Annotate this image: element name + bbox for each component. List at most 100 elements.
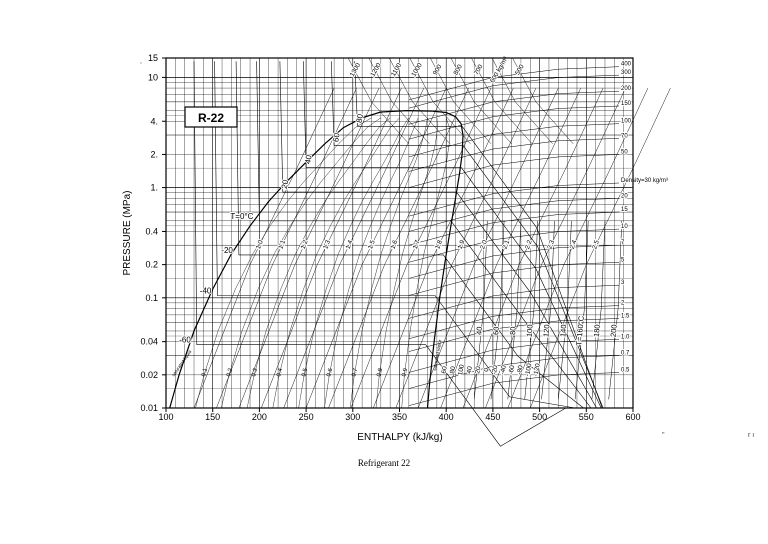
vapor-isotherm-line: [524, 220, 538, 400]
x-tick-label: 400: [439, 412, 454, 422]
density-label: 1.0: [621, 334, 630, 340]
liquid-density-line: [430, 57, 492, 144]
isotherm-line: [214, 61, 576, 409]
saturated-liquid-line: [169, 111, 381, 409]
vapor-isotherm-label: 120: [541, 324, 551, 337]
vapor-isotherm-label: 200: [609, 324, 619, 337]
critical-point-cap: [380, 109, 433, 113]
x-tick-label: 350: [392, 412, 407, 422]
density-label: 300: [621, 70, 632, 76]
density-line: [408, 372, 620, 406]
quality-line: [350, 117, 428, 409]
y-tick-label: 4.: [150, 116, 158, 126]
x-tick-label: 250: [299, 412, 314, 422]
entropy-label: 1.6: [390, 239, 400, 250]
saturated-liquid-label: saturated liquid: [171, 349, 193, 377]
isotherm-label: -60: [179, 336, 191, 345]
liquid-density-line: [347, 57, 409, 144]
y-axis-label: PRESSURE (MPa): [122, 190, 133, 275]
x-axis-label: ENTHALPY (kJ/kg): [357, 432, 442, 443]
density-label: 100: [621, 119, 632, 125]
density-label: 20: [621, 193, 628, 199]
density-label: 1.5: [621, 313, 630, 319]
quality-line: [221, 117, 381, 409]
density-label: 200: [621, 86, 632, 92]
x-tick-label: 450: [485, 412, 500, 422]
superheat-label: -60: [508, 364, 517, 375]
superheat-label: -40: [499, 364, 508, 375]
density-line: [408, 355, 620, 389]
density-line: [408, 339, 620, 373]
density-label: 50: [621, 149, 628, 155]
entropy-label: 2.2: [524, 239, 534, 250]
entropy-line: [350, 88, 492, 409]
y-tick-label: 0.02: [140, 370, 158, 380]
x-tick-label: 100: [158, 412, 173, 422]
liquid-density-label: 1000: [410, 62, 423, 78]
density-line: [408, 138, 620, 172]
superheat-label: -120: [533, 363, 542, 377]
density-label: Density=30 kg/m³: [621, 178, 668, 184]
entropy-label: 2.5: [591, 239, 601, 250]
liquid-density-line: [409, 57, 471, 144]
quality-line: [401, 117, 450, 409]
vapor-isotherm-line: [507, 220, 522, 400]
superheat-label: 20: [474, 365, 482, 374]
isotherm-label: -20: [221, 246, 233, 255]
density-label: 5: [621, 257, 625, 263]
density-label: 2: [621, 301, 625, 307]
vapor-isotherm-line: [608, 220, 623, 400]
density-line: [408, 211, 620, 246]
saturated-vapor-label: saturated vapor: [432, 339, 442, 371]
title-box: [184, 106, 238, 128]
y-tick-label: 0.2: [145, 260, 158, 270]
y-tick-label: 0.4: [145, 226, 158, 236]
quality-label: 0.5: [301, 367, 309, 377]
density-label: 7: [621, 240, 625, 246]
entropy-label: 1.8: [434, 239, 444, 250]
quality-label: 0.8: [376, 367, 384, 377]
y-tick-label: 0.01: [140, 403, 158, 413]
density-line: [408, 284, 620, 319]
liquid-density-line: [491, 57, 553, 144]
vapor-isotherm-line: [473, 220, 488, 400]
liquid-density-label: 600 kg/m³: [489, 55, 510, 84]
vapor-isotherm-label: 140: [558, 324, 568, 337]
isotherm-label: -40: [200, 286, 212, 295]
density-line: [408, 262, 620, 296]
density-label: 15: [621, 207, 628, 213]
entropy-label: 1.0: [255, 239, 265, 250]
entropy-line: [395, 88, 537, 409]
entropy-label: 2.4: [569, 239, 579, 250]
superheat-label: -80: [516, 364, 525, 375]
isotherm-line: [279, 61, 597, 409]
vapor-isotherm-label: 180: [592, 324, 602, 337]
quality-line: [246, 117, 391, 409]
liquid-density-label: 900: [432, 63, 444, 76]
liquid-density-line: [450, 57, 512, 144]
liquid-density-line: [389, 57, 451, 144]
entropy-line: [238, 88, 380, 409]
entropy-line: [283, 88, 425, 409]
liquid-density-label: 1300: [349, 62, 362, 78]
x-tick-label: 600: [625, 412, 640, 422]
entropy-label: 1.2: [300, 239, 310, 250]
density-label: 3: [621, 280, 625, 286]
axis-ticks: 100 150 200 250 300 350 400 450 500 550 6000.010.0…: [140, 53, 640, 422]
y-tick-label: 10: [148, 72, 158, 82]
isotherm-line: [303, 61, 602, 409]
superheat-label: 40: [466, 365, 474, 374]
density-line: [408, 318, 620, 352]
entropy-label: 1.1: [277, 239, 287, 250]
isotherm-label: T=0°C: [230, 212, 253, 221]
liquid-density-line: [368, 57, 430, 144]
density-line: [408, 198, 620, 232]
isotherm-label: 20: [280, 179, 291, 190]
liquid-density-line: [471, 57, 533, 144]
entropy-label: 2.3: [546, 239, 556, 250]
vapor-isotherm-label: 100: [525, 324, 535, 337]
density-line: [408, 105, 620, 140]
quality-label: 0.3: [251, 367, 259, 377]
quality-line: [298, 117, 409, 409]
quality-line: [324, 117, 419, 409]
